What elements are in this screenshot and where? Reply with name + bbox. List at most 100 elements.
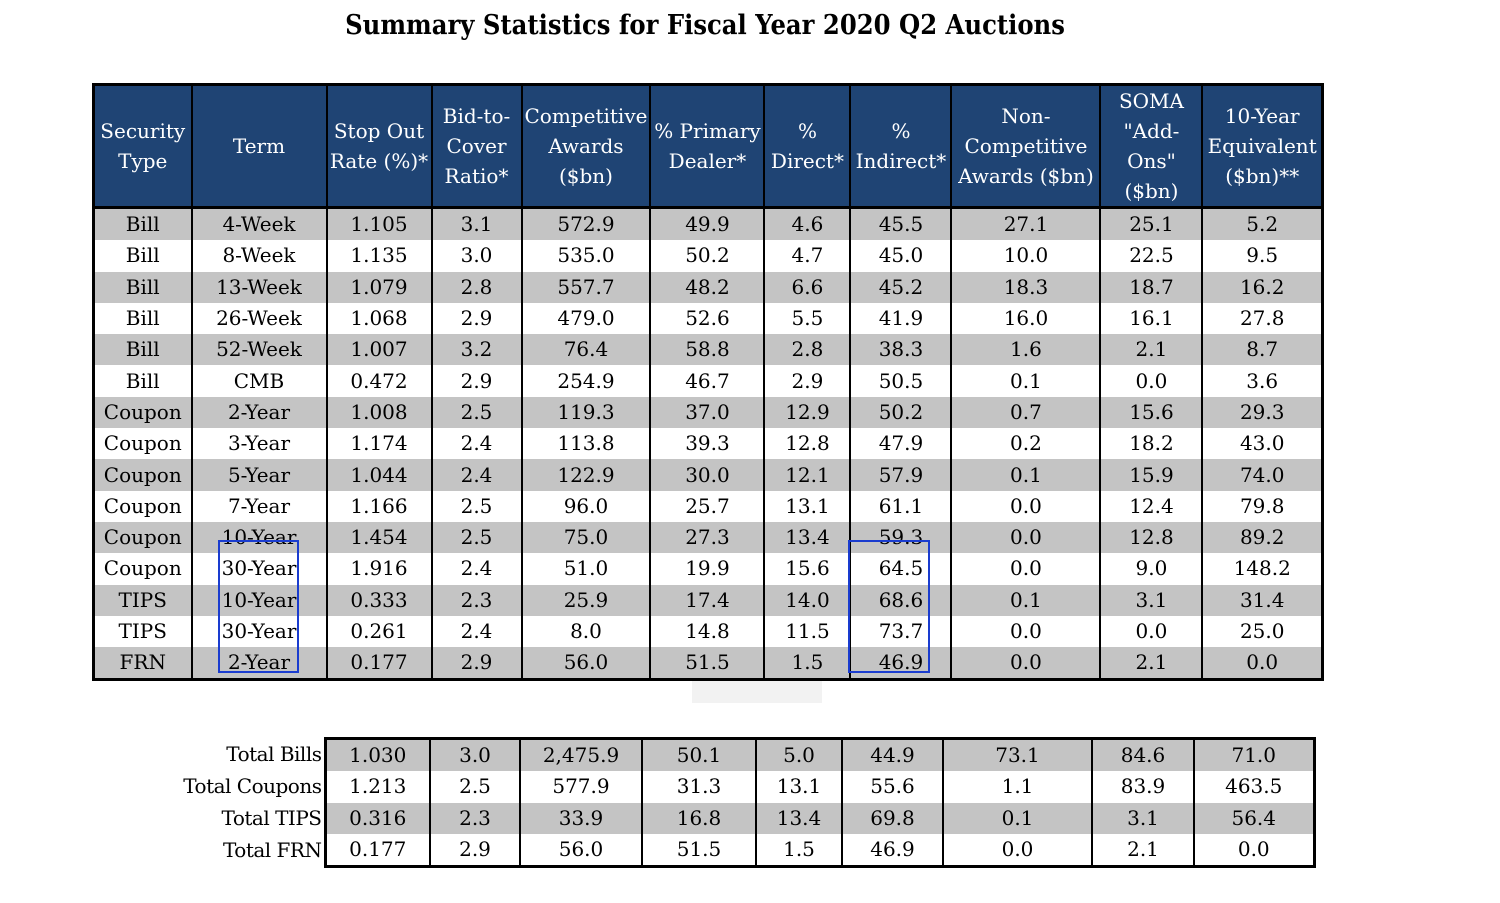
cell-indirect: 46.9 <box>841 833 944 869</box>
cell-stop-out-rate: 1.916 <box>325 553 433 585</box>
cell-10yr-equivalent: 0.0 <box>1193 833 1316 869</box>
cell-bid-to-cover: 2.5 <box>429 771 521 803</box>
cell-term: 26-Week <box>190 302 328 335</box>
cell-competitive-awards: 535.0 <box>520 240 652 272</box>
cell-term: 4-Week <box>190 206 328 241</box>
cell-indirect: 44.9 <box>841 737 944 772</box>
cell-non-competitive: 0.0 <box>950 647 1102 680</box>
cell-primary-dealer: 16.8 <box>641 802 757 834</box>
cell-stop-out-rate: 1.454 <box>325 521 433 554</box>
table-row: Coupon 10-Year 1.454 2.5 75.0 27.3 13.4 59.3 0.0… <box>92 521 1324 554</box>
cell-direct: 4.6 <box>763 206 852 241</box>
cell-security-type: Coupon <box>92 428 193 460</box>
cell-soma-add-ons: 84.6 <box>1091 737 1195 772</box>
cell-competitive-awards: 25.9 <box>520 584 652 616</box>
cell-indirect: 57.9 <box>849 459 953 491</box>
cell-competitive-awards: 56.0 <box>519 833 643 869</box>
cell-stop-out-rate: 1.044 <box>325 459 433 491</box>
cell-term: 5-Year <box>190 459 328 491</box>
cell-bid-to-cover: 2.5 <box>430 521 523 554</box>
cell-stop-out-rate: 0.316 <box>323 802 431 834</box>
cell-10yr-equivalent: 29.3 <box>1201 396 1324 429</box>
cell-primary-dealer: 50.1 <box>641 737 757 772</box>
cell-non-competitive: 1.1 <box>942 771 1093 803</box>
cell-indirect: 50.2 <box>849 396 953 429</box>
cell-term: 52-Week <box>190 334 328 366</box>
cell-10yr-equivalent: 0.0 <box>1201 647 1324 680</box>
cell-10yr-equivalent: 79.8 <box>1201 490 1324 522</box>
cell-direct: 14.0 <box>763 584 852 616</box>
cell-10yr-equivalent: 27.8 <box>1201 302 1324 335</box>
cell-competitive-awards: 572.9 <box>520 206 652 241</box>
page-title: Summary Statistics for Fiscal Year 2020 … <box>345 10 1065 41</box>
cell-bid-to-cover: 2.9 <box>430 302 523 335</box>
cell-direct: 1.5 <box>755 833 843 869</box>
table-row: Bill 26-Week 1.068 2.9 479.0 52.6 5.5 41.9 16.0 1… <box>92 302 1324 335</box>
cell-stop-out-rate: 1.135 <box>325 240 433 272</box>
cell-bid-to-cover: 2.4 <box>430 615 523 648</box>
cell-competitive-awards: 254.9 <box>520 365 652 397</box>
cell-term: 2-Year <box>190 396 328 429</box>
cell-direct: 15.6 <box>763 553 852 585</box>
cell-10yr-equivalent: 43.0 <box>1201 428 1324 460</box>
cell-term: 7-Year <box>190 490 328 522</box>
cell-security-type: Coupon <box>92 396 193 429</box>
cell-competitive-awards: 577.9 <box>519 771 643 803</box>
cell-non-competitive: 0.0 <box>950 521 1102 554</box>
cell-direct: 5.0 <box>755 737 843 772</box>
cell-non-competitive: 0.0 <box>942 833 1093 869</box>
cell-direct: 13.4 <box>755 802 843 834</box>
cell-primary-dealer: 17.4 <box>649 584 766 616</box>
cell-10yr-equivalent: 71.0 <box>1193 737 1316 772</box>
term-highlight-box <box>218 540 299 673</box>
cell-direct: 5.5 <box>763 302 852 335</box>
table-row: Coupon 2-Year 1.008 2.5 119.3 37.0 12.9 50.2 0.7… <box>92 396 1324 429</box>
cell-soma-add-ons: 18.2 <box>1099 428 1204 460</box>
cell-indirect: 46.9 <box>849 647 953 680</box>
cell-primary-dealer: 50.2 <box>649 240 766 272</box>
cell-competitive-awards: 113.8 <box>520 428 652 460</box>
cell-primary-dealer: 51.5 <box>649 647 766 680</box>
cell-stop-out-rate: 1.174 <box>325 428 433 460</box>
cell-primary-dealer: 48.2 <box>649 271 766 303</box>
table-row: Coupon 5-Year 1.044 2.4 122.9 30.0 12.1 57.9 0.1… <box>92 459 1324 491</box>
cell-security-type: Bill <box>92 334 193 366</box>
table-row: FRN 2-Year 0.177 2.9 56.0 51.5 1.5 46.9 0.0 2.1 0.… <box>92 647 1324 680</box>
cell-non-competitive: 0.1 <box>950 584 1102 616</box>
cell-primary-dealer: 51.5 <box>641 833 757 869</box>
cell-primary-dealer: 37.0 <box>649 396 766 429</box>
cell-security-type: Coupon <box>92 521 193 554</box>
cell-soma-add-ons: 15.6 <box>1099 396 1204 429</box>
cell-bid-to-cover: 2.4 <box>430 428 523 460</box>
header-non-competitive: Non- Competitive Awards ($bn) <box>950 83 1102 209</box>
cell-competitive-awards: 557.7 <box>520 271 652 303</box>
cell-security-type: Coupon <box>92 553 193 585</box>
cell-primary-dealer: 52.6 <box>649 302 766 335</box>
cell-competitive-awards: 96.0 <box>520 490 652 522</box>
cell-indirect: 45.0 <box>849 240 953 272</box>
cell-soma-add-ons: 3.1 <box>1099 584 1204 616</box>
cell-indirect: 45.5 <box>849 206 953 241</box>
cell-direct: 4.7 <box>763 240 852 272</box>
cell-soma-add-ons: 12.8 <box>1099 521 1204 554</box>
cell-non-competitive: 0.0 <box>950 615 1102 648</box>
cell-indirect: 55.6 <box>841 771 944 803</box>
cell-soma-add-ons: 15.9 <box>1099 459 1204 491</box>
cell-term: 30-Year <box>190 553 328 585</box>
cell-indirect: 38.3 <box>849 334 953 366</box>
cell-10yr-equivalent: 463.5 <box>1193 771 1316 803</box>
cell-soma-add-ons: 0.0 <box>1099 615 1204 648</box>
cell-security-type: FRN <box>92 647 193 680</box>
cell-security-type: Bill <box>92 206 193 241</box>
cell-bid-to-cover: 2.3 <box>429 802 521 834</box>
cell-competitive-awards: 119.3 <box>520 396 652 429</box>
table-row: Bill 8-Week 1.135 3.0 535.0 50.2 4.7 45.0 10.0 22… <box>92 240 1324 272</box>
cell-non-competitive: 0.2 <box>950 428 1102 460</box>
cell-primary-dealer: 31.3 <box>641 771 757 803</box>
cell-total-label: Total FRN <box>223 837 322 862</box>
header-soma-add-ons: SOMA "Add- Ons" ($bn) <box>1099 83 1204 209</box>
cell-10yr-equivalent: 3.6 <box>1201 365 1324 397</box>
cell-10yr-equivalent: 16.2 <box>1201 271 1324 303</box>
header-row: Security Type Term Stop Out Rate (%)* Bi… <box>92 83 1324 209</box>
cell-stop-out-rate: 1.079 <box>325 271 433 303</box>
